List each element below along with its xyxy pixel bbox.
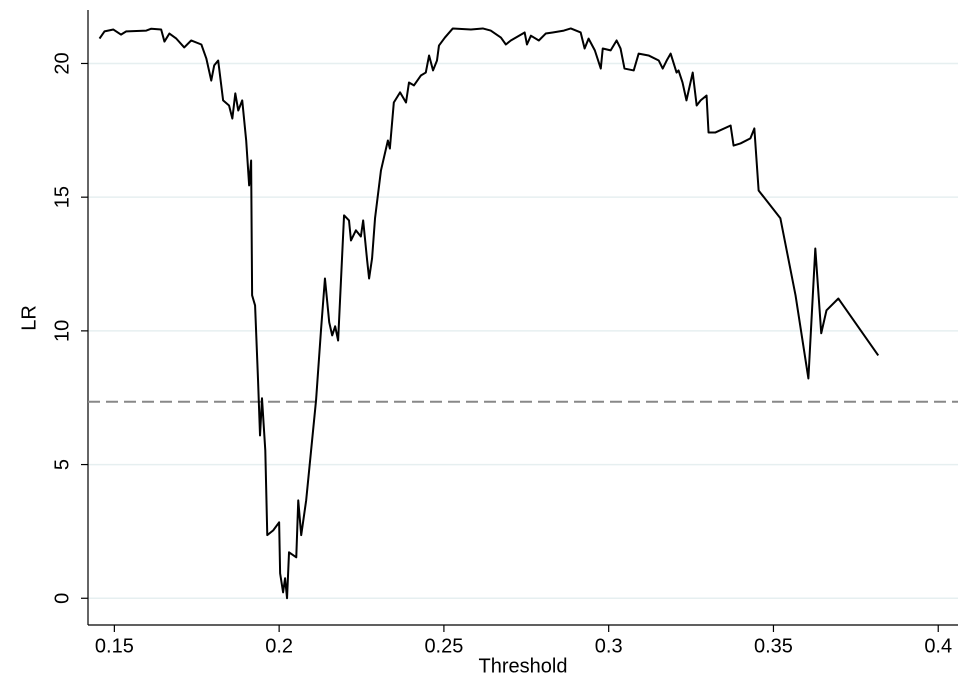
x-tick-label: 0.25 bbox=[424, 635, 463, 657]
y-tick-label: 10 bbox=[51, 320, 73, 342]
y-tick-label: 5 bbox=[51, 459, 73, 470]
x-tick-label: 0.15 bbox=[95, 635, 134, 657]
y-tick-label: 0 bbox=[51, 593, 73, 604]
y-tick-label: 15 bbox=[51, 186, 73, 208]
x-tick-label: 0.3 bbox=[595, 635, 623, 657]
x-axis-title: Threshold bbox=[479, 655, 568, 677]
y-tick-label: 20 bbox=[51, 52, 73, 74]
data-line bbox=[98, 27, 880, 600]
y-axis-title: LR bbox=[18, 305, 40, 331]
x-tick-label: 0.4 bbox=[924, 635, 952, 657]
x-tick-label: 0.35 bbox=[754, 635, 793, 657]
x-tick-label: 0.2 bbox=[265, 635, 293, 657]
